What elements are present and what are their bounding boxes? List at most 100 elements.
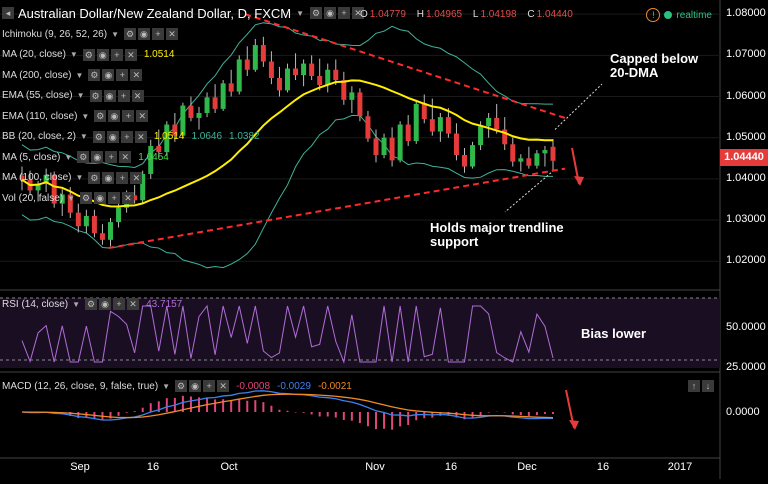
settings-icon[interactable]: ⚙ (88, 69, 101, 81)
add-icon[interactable]: + (110, 48, 123, 61)
visibility-icon[interactable]: ◉ (108, 110, 121, 122)
candle-down (389, 137, 395, 161)
visibility-icon[interactable]: ◉ (103, 89, 116, 102)
add-icon[interactable]: + (116, 69, 129, 81)
chevron-down-icon[interactable]: ▼ (162, 381, 171, 391)
add-icon[interactable]: + (116, 171, 129, 184)
candle-down (188, 105, 194, 118)
add-icon[interactable]: + (203, 380, 216, 392)
add-icon[interactable]: + (105, 151, 118, 163)
candle-up (470, 145, 476, 167)
settings-icon[interactable]: ⚙ (310, 7, 323, 19)
macd-panel-controls: ↑ ↓ (688, 380, 714, 392)
chevron-down-icon[interactable]: ▼ (64, 152, 73, 162)
visibility-icon[interactable]: ◉ (189, 380, 202, 392)
chevron-down-icon[interactable]: ▼ (75, 173, 84, 182)
settings-icon[interactable]: ⚙ (175, 380, 188, 392)
close-icon[interactable]: ✕ (134, 130, 147, 143)
add-icon[interactable]: + (108, 192, 121, 204)
add-icon[interactable]: + (151, 28, 164, 40)
close-icon[interactable]: ✕ (165, 28, 178, 40)
price-axis-tick: 1.03000 (726, 213, 766, 226)
chevron-down-icon[interactable]: ▼ (67, 193, 76, 203)
close-icon[interactable]: ✕ (131, 89, 144, 102)
add-icon[interactable]: + (122, 110, 135, 122)
candle-down (293, 68, 299, 76)
close-icon[interactable]: ✕ (136, 110, 149, 122)
visibility-icon[interactable]: ◉ (137, 28, 150, 40)
visibility-icon[interactable]: ◉ (324, 7, 337, 19)
ohlc-low-key: L (472, 9, 479, 20)
candle-up (164, 124, 170, 153)
visibility-icon[interactable]: ◉ (106, 130, 119, 143)
candle-down (172, 124, 178, 136)
indicator-row: EMA (110, close) ▼ ⚙ ◉ + ✕ (2, 110, 149, 122)
close-icon[interactable]: ✕ (122, 192, 135, 204)
bias-arrow-main-head (574, 176, 584, 186)
candle-down (462, 155, 467, 167)
chart-header: ◂ Australian Dollar/New Zealand Dollar, … (2, 4, 365, 22)
add-icon[interactable]: + (338, 7, 351, 19)
candle-down (526, 158, 532, 166)
candle-down (445, 117, 451, 134)
macd-axis-tick-0: 0.0000 (726, 406, 760, 418)
move-up-icon[interactable]: ↑ (688, 380, 700, 392)
visibility-icon[interactable]: ◉ (102, 69, 115, 81)
candle-down (228, 83, 234, 92)
macd-signal-value: -0.0021 (317, 380, 352, 392)
settings-icon[interactable]: ⚙ (82, 48, 95, 61)
settings-icon[interactable]: ⚙ (89, 89, 102, 102)
visibility-icon[interactable]: ◉ (96, 48, 109, 61)
warning-icon[interactable]: ! (646, 8, 661, 22)
candle-up (381, 137, 387, 155)
candle-down (373, 138, 379, 155)
settings-icon[interactable]: ⚙ (80, 192, 93, 204)
visibility-icon[interactable]: ◉ (99, 298, 112, 310)
price-axis-tick: 1.02000 (726, 254, 766, 267)
close-icon[interactable]: ✕ (124, 48, 137, 61)
chevron-down-icon[interactable]: ▼ (76, 91, 85, 100)
settings-icon[interactable]: ⚙ (123, 28, 136, 40)
chevron-down-icon[interactable]: ▼ (75, 70, 84, 80)
close-icon[interactable]: ✕ (127, 298, 140, 310)
chevron-down-icon[interactable]: ▼ (296, 8, 305, 18)
settings-icon[interactable]: ⚙ (92, 130, 105, 143)
candle-up (59, 194, 65, 204)
time-axis-tick: 16 (444, 461, 458, 473)
candle-up (413, 103, 419, 141)
ohlc-open-key: O (360, 9, 368, 20)
visibility-icon[interactable]: ◉ (94, 192, 107, 204)
chevron-down-icon[interactable]: ▼ (69, 50, 78, 59)
ohlc-high-value: 1.04965 (425, 9, 463, 20)
move-down-icon[interactable]: ↓ (702, 380, 714, 392)
candle-up (220, 83, 226, 109)
collapse-icon[interactable]: ◂ (2, 7, 14, 19)
candle-down (212, 97, 218, 109)
chevron-down-icon[interactable]: ▼ (81, 111, 90, 121)
chevron-down-icon[interactable]: ▼ (72, 299, 81, 309)
chevron-down-icon[interactable]: ▼ (111, 29, 119, 39)
candle-down (317, 75, 323, 85)
settings-icon[interactable]: ⚙ (88, 171, 101, 184)
close-icon[interactable]: ✕ (130, 171, 143, 184)
settings-icon[interactable]: ⚙ (94, 110, 107, 122)
add-icon[interactable]: + (117, 89, 130, 102)
candle-down (357, 92, 363, 117)
close-icon[interactable]: ✕ (352, 7, 365, 19)
ohlc-high-key: H (416, 9, 424, 20)
add-icon[interactable]: + (120, 130, 133, 143)
chevron-down-icon[interactable]: ▼ (79, 132, 88, 141)
settings-icon[interactable]: ⚙ (85, 298, 98, 310)
add-icon[interactable]: + (113, 298, 126, 310)
indicator-row: Vol (20, false) ▼ ⚙ ◉ + ✕ (2, 192, 135, 204)
close-icon[interactable]: ✕ (217, 380, 230, 392)
visibility-icon[interactable]: ◉ (91, 151, 104, 163)
time-axis-tick: 16 (146, 461, 160, 473)
close-icon[interactable]: ✕ (130, 69, 143, 81)
close-icon[interactable]: ✕ (119, 151, 132, 163)
support-trendline (108, 167, 566, 250)
visibility-icon[interactable]: ◉ (102, 171, 115, 184)
candle-down (276, 78, 282, 91)
settings-icon[interactable]: ⚙ (77, 151, 90, 163)
